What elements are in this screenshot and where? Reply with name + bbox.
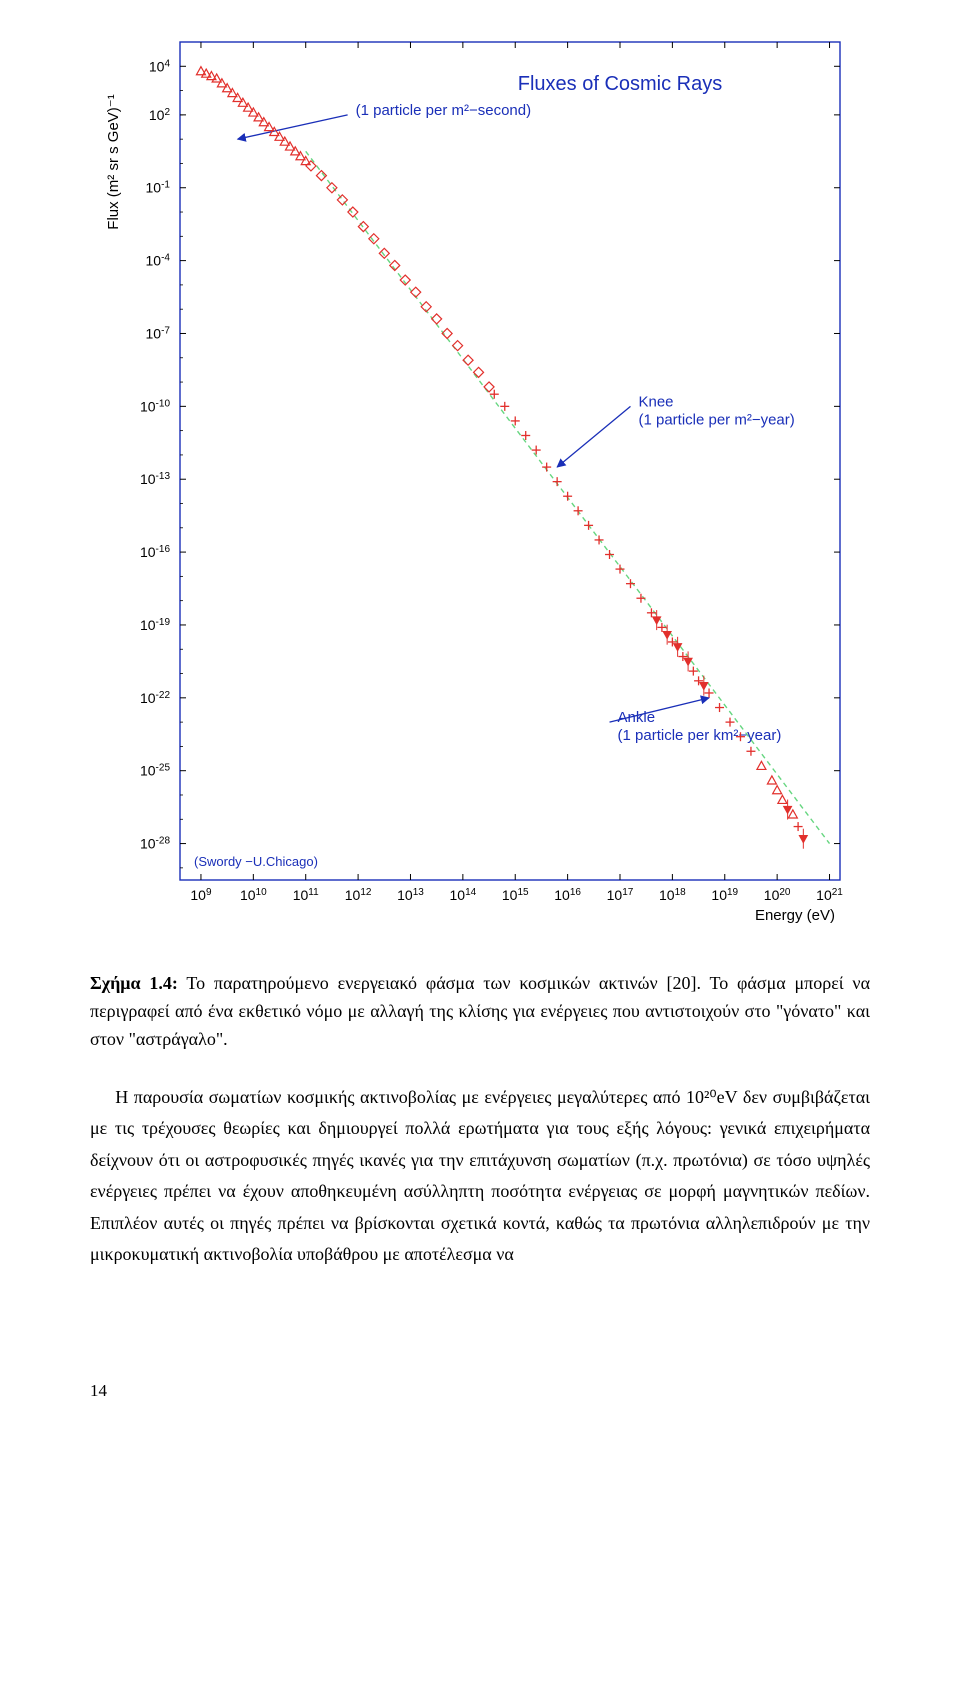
svg-text:1019: 1019 (711, 887, 738, 904)
caption-label: Σχήμα 1.4: (90, 973, 178, 993)
svg-text:(Swordy −U.Chicago): (Swordy −U.Chicago) (194, 854, 318, 869)
svg-text:Knee: Knee (638, 393, 673, 410)
svg-text:(1 particle per m²−second): (1 particle per m²−second) (356, 102, 531, 119)
svg-text:102: 102 (149, 106, 171, 123)
svg-text:10-28: 10-28 (140, 835, 170, 852)
svg-text:(1 particle per km²−year): (1 particle per km²−year) (618, 727, 782, 744)
svg-text:109: 109 (190, 887, 212, 904)
chart-svg: 104 102 10-1 10-4 10-7 10-10 10-13 10-16 10-19 10… (100, 30, 860, 940)
cosmic-ray-flux-chart: 104 102 10-1 10-4 10-7 10-10 10-13 10-16 10-19 10… (100, 30, 860, 940)
page-number: 14 (90, 1381, 870, 1401)
svg-text:Energy (eV): Energy (eV) (755, 907, 835, 924)
body-paragraph: Η παρουσία σωματίων κοσμικής ακτινοβολία… (90, 1082, 870, 1271)
svg-text:10-10: 10-10 (140, 398, 170, 415)
svg-text:1010: 1010 (240, 887, 267, 904)
svg-text:10-22: 10-22 (140, 689, 170, 706)
svg-text:10-16: 10-16 (140, 544, 170, 561)
svg-text:1013: 1013 (397, 887, 424, 904)
svg-text:1014: 1014 (450, 887, 477, 904)
svg-text:1021: 1021 (816, 887, 843, 904)
svg-text:10-19: 10-19 (140, 616, 170, 633)
svg-text:1016: 1016 (554, 887, 581, 904)
svg-text:10-7: 10-7 (146, 325, 171, 342)
svg-text:10-1: 10-1 (146, 179, 171, 196)
svg-text:1012: 1012 (345, 887, 372, 904)
svg-text:10-4: 10-4 (146, 252, 171, 269)
svg-text:Ankle: Ankle (618, 709, 656, 726)
svg-text:Flux (m² sr s GeV)⁻¹: Flux (m² sr s GeV)⁻¹ (105, 94, 122, 229)
svg-text:1017: 1017 (607, 887, 634, 904)
figure-caption: Σχήμα 1.4: Το παρατηρούμενο ενεργειακό φ… (90, 970, 870, 1054)
svg-text:10-25: 10-25 (140, 762, 170, 779)
caption-text: Το παρατηρούμενο ενεργειακό φάσμα των κο… (90, 973, 870, 1049)
svg-text:10-13: 10-13 (140, 471, 170, 488)
svg-text:(1 particle per m²−year): (1 particle per m²−year) (638, 411, 794, 428)
svg-text:1018: 1018 (659, 887, 686, 904)
svg-text:1011: 1011 (293, 887, 319, 904)
svg-text:1015: 1015 (502, 887, 529, 904)
svg-text:Fluxes of Cosmic Rays: Fluxes of Cosmic Rays (518, 73, 723, 95)
svg-text:1020: 1020 (764, 887, 791, 904)
svg-text:104: 104 (149, 58, 171, 75)
